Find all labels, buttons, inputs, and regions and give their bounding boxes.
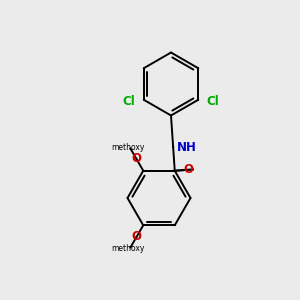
Text: O: O — [131, 152, 141, 165]
Text: methoxy: methoxy — [111, 142, 144, 152]
Text: O: O — [131, 230, 141, 243]
Text: O: O — [184, 163, 194, 176]
Text: Cl: Cl — [123, 95, 135, 108]
Text: methoxy: methoxy — [111, 244, 144, 253]
Text: NH: NH — [177, 140, 196, 154]
Text: Cl: Cl — [207, 95, 219, 108]
